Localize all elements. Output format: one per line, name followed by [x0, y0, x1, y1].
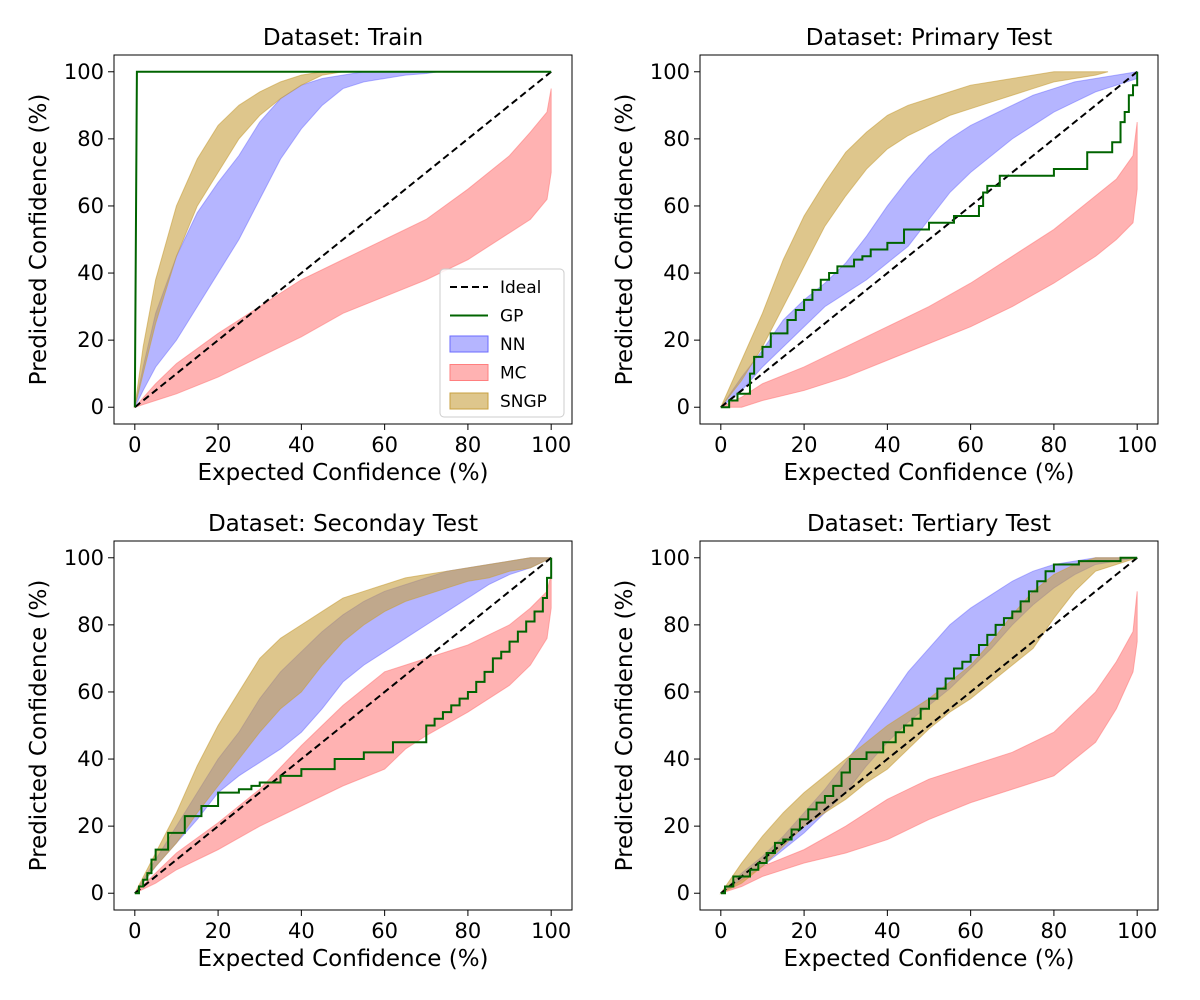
legend: Ideal GP NN MC SNGP [439, 268, 565, 418]
y-tick-label: 80 [663, 613, 690, 637]
y-tick-label: 40 [663, 261, 690, 285]
y-tick-label: 80 [77, 127, 104, 151]
y-tick-label: 80 [663, 127, 690, 151]
y-tick-label: 100 [64, 60, 104, 84]
band-mc [720, 122, 1138, 408]
axes-frame [113, 540, 573, 911]
y-tick-label: 20 [663, 814, 690, 838]
x-tick-label: 0 [714, 433, 727, 457]
y-tick-label: 100 [64, 546, 104, 570]
band-sngp [720, 71, 1109, 408]
legend-label-sngp: SNGP [500, 392, 547, 412]
y-tick-label: 0 [91, 395, 104, 419]
y-tick-label: 60 [77, 680, 104, 704]
y-axis-label: Predicted Confidence (%) [26, 580, 52, 872]
y-tick-label: 0 [677, 395, 690, 419]
chart-panel-0: 0 20 40 60 80 100 0 20 40 60 80 100 Dataset: Train Ex… [26, 25, 573, 486]
x-axis-label: Expected Confidence (%) [783, 946, 1074, 972]
x-tick-label: 60 [371, 433, 398, 457]
x-tick-label: 80 [1041, 433, 1068, 457]
chart-title: Dataset: Seconday Test [208, 511, 478, 537]
x-tick-label: 80 [1041, 919, 1068, 943]
y-tick-label: 20 [663, 328, 690, 352]
x-tick-label: 100 [1117, 433, 1157, 457]
x-tick-label: 20 [791, 919, 818, 943]
y-axis-label: Predicted Confidence (%) [612, 580, 638, 872]
plot-area [720, 70, 1139, 409]
chart-title: Dataset: Train [263, 25, 423, 51]
x-tick-label: 60 [957, 433, 984, 457]
y-tick-label: 60 [663, 194, 690, 218]
y-axis-label: Predicted Confidence (%) [612, 94, 638, 386]
plot-area [719, 556, 1138, 895]
line-gp [133, 70, 552, 408]
legend-label-nn: NN [500, 335, 525, 355]
x-axis-label: Expected Confidence (%) [197, 460, 488, 486]
y-tick-label: 40 [77, 747, 104, 771]
legend-label-ideal: Ideal [500, 278, 541, 298]
chart-panel-1: 0 20 40 60 80 100 0 20 40 60 80 100 Dataset: Primary… [612, 25, 1159, 486]
y-tick-label: 20 [77, 814, 104, 838]
x-tick-label: 20 [205, 433, 232, 457]
y-tick-label: 0 [677, 881, 690, 905]
legend-swatch-sngp [449, 392, 489, 410]
y-tick-label: 100 [650, 546, 690, 570]
y-tick-label: 60 [77, 194, 104, 218]
axes-frame [699, 54, 1159, 425]
x-tick-label: 40 [874, 919, 901, 943]
band-mc [134, 574, 552, 894]
line-ideal [134, 70, 552, 409]
axes-frame [699, 540, 1159, 911]
band-mc [720, 591, 1138, 894]
x-tick-label: 40 [288, 433, 315, 457]
axes-frame [113, 54, 573, 425]
x-tick-label: 0 [128, 433, 141, 457]
x-tick-label: 80 [455, 919, 482, 943]
legend-swatch-mc [449, 364, 489, 381]
x-tick-label: 100 [531, 919, 571, 943]
line-ideal [720, 556, 1138, 895]
legend-label-gp: GP [500, 307, 523, 327]
chart-title: Dataset: Primary Test [806, 25, 1053, 51]
chart-title: Dataset: Tertiary Test [807, 511, 1051, 537]
x-tick-label: 80 [455, 433, 482, 457]
x-tick-label: 60 [957, 919, 984, 943]
x-tick-label: 20 [205, 919, 232, 943]
x-tick-label: 0 [128, 919, 141, 943]
y-tick-label: 40 [663, 747, 690, 771]
legend-label-mc: MC [500, 364, 527, 384]
line-gp [134, 557, 553, 895]
x-tick-label: 0 [714, 919, 727, 943]
line-ideal [134, 556, 552, 895]
y-tick-label: 0 [91, 881, 104, 905]
x-tick-label: 100 [1117, 919, 1157, 943]
legend-swatch-nn [449, 335, 489, 353]
x-tick-label: 40 [288, 919, 315, 943]
y-tick-label: 100 [650, 60, 690, 84]
line-gp [720, 556, 1138, 895]
x-tick-label: 20 [791, 433, 818, 457]
y-tick-label: 20 [77, 328, 104, 352]
y-tick-label: 40 [77, 261, 104, 285]
x-tick-label: 100 [531, 433, 571, 457]
x-axis-label: Expected Confidence (%) [783, 460, 1074, 486]
line-gp [720, 71, 1139, 409]
x-tick-label: 60 [371, 919, 398, 943]
x-tick-label: 40 [874, 433, 901, 457]
line-ideal [720, 70, 1138, 409]
y-axis-label: Predicted Confidence (%) [26, 94, 52, 386]
chart-panel-2: 0 20 40 60 80 100 0 20 40 60 80 100 Dataset: Seconda… [26, 511, 573, 972]
band-mc [133, 88, 552, 409]
x-axis-label: Expected Confidence (%) [197, 946, 488, 972]
y-tick-label: 60 [663, 680, 690, 704]
y-tick-label: 80 [77, 613, 104, 637]
chart-panel-3: 0 20 40 60 80 100 0 20 40 60 80 100 Dataset: Tertiar… [612, 511, 1159, 972]
plot-area [133, 70, 552, 409]
plot-area [134, 556, 553, 895]
